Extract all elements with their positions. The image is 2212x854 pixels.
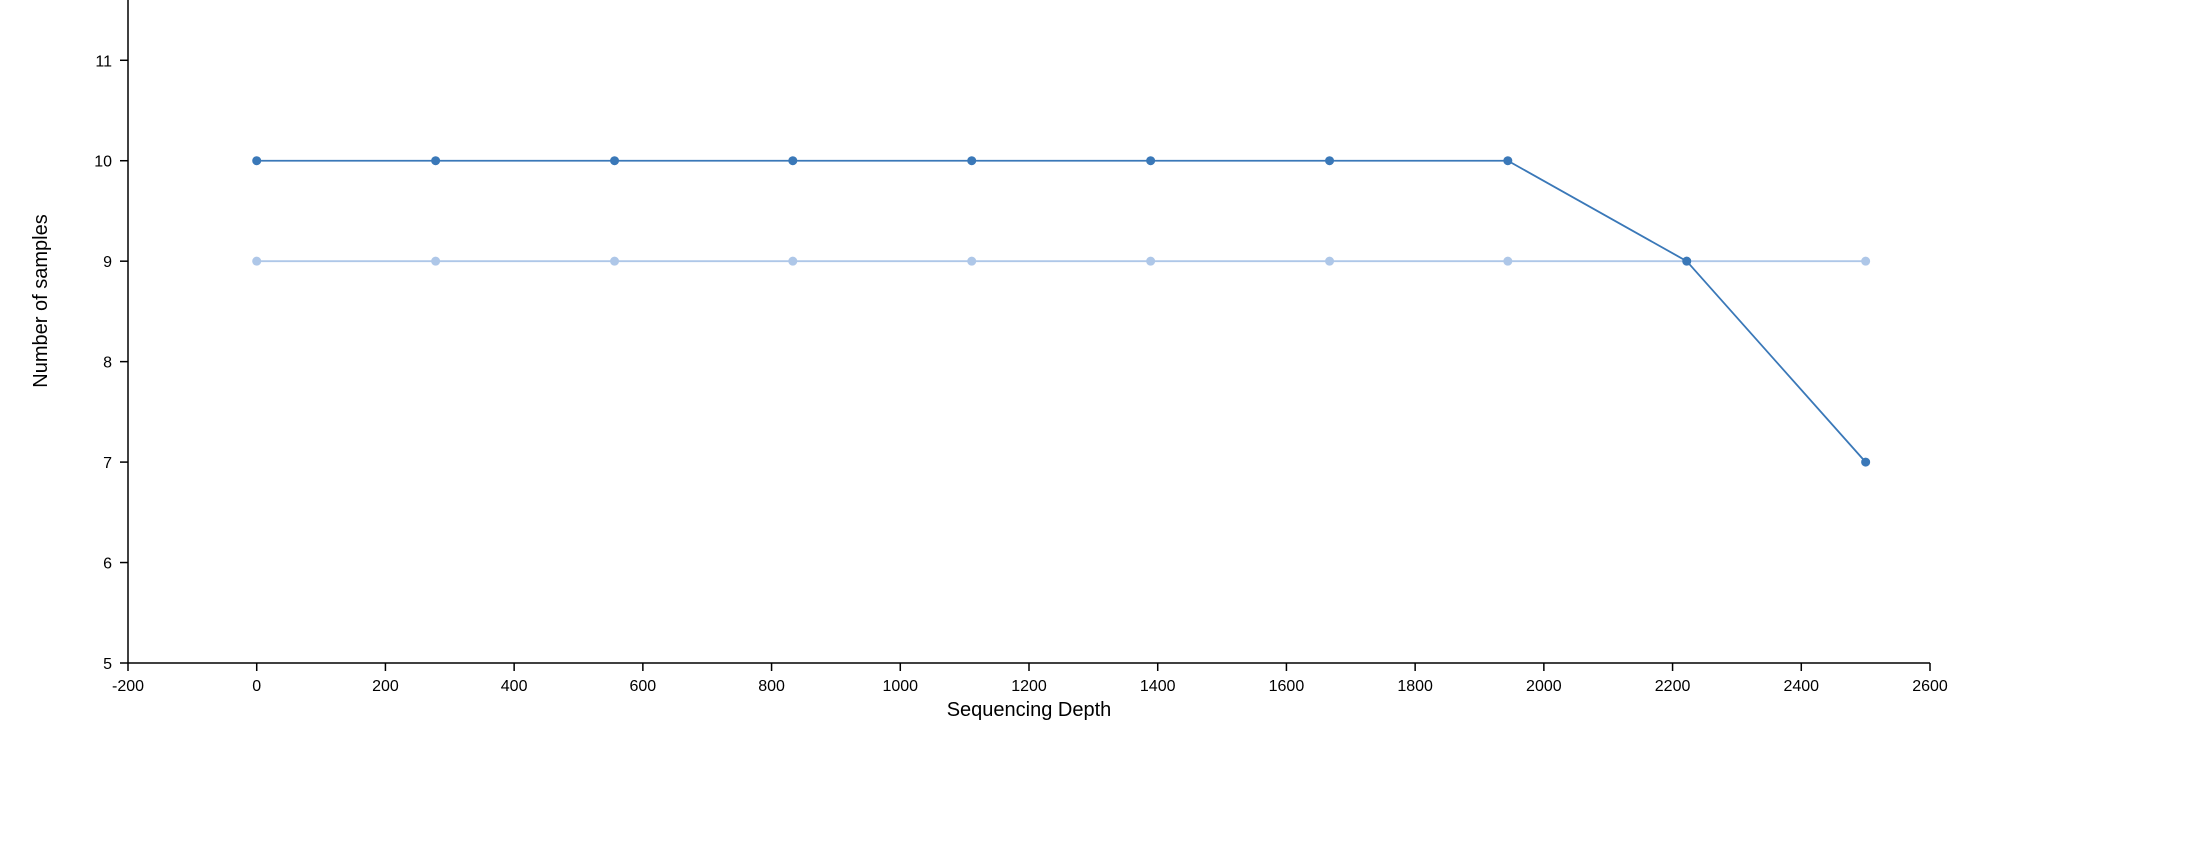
series-2-point bbox=[431, 256, 441, 266]
series-1-point bbox=[1682, 256, 1692, 266]
x-tick-label: 1800 bbox=[1397, 678, 1433, 695]
x-axis-title: Sequencing Depth bbox=[947, 699, 1112, 721]
series-1-point bbox=[610, 156, 620, 166]
series-1-point bbox=[1503, 156, 1513, 166]
series-2 bbox=[252, 256, 1871, 266]
y-tick-label: 6 bbox=[103, 556, 112, 573]
x-tick-label: 400 bbox=[501, 678, 528, 695]
series-1 bbox=[252, 156, 1871, 467]
series-2-point bbox=[1325, 256, 1335, 266]
x-tick-label: 1600 bbox=[1269, 678, 1305, 695]
x-tick-label: 600 bbox=[630, 678, 657, 695]
x-tick-label: 0 bbox=[252, 678, 261, 695]
y-tick-label: 9 bbox=[103, 254, 112, 271]
y-axis-title: Number of samples bbox=[30, 214, 52, 387]
y-ticks: 5 6 7 8 9 10 11 bbox=[94, 53, 128, 673]
x-tick-label: 1200 bbox=[1011, 678, 1047, 695]
x-tick-label: 1000 bbox=[882, 678, 918, 695]
x-tick-label: 2000 bbox=[1526, 678, 1562, 695]
y-tick-label: 10 bbox=[94, 154, 112, 171]
series-1-point bbox=[431, 156, 441, 166]
series-2-point bbox=[967, 256, 977, 266]
series-2-point bbox=[1861, 256, 1871, 266]
series-1-line bbox=[256, 159, 1867, 463]
x-tick-label: 2600 bbox=[1912, 678, 1948, 695]
series-2-point bbox=[610, 256, 620, 266]
x-tick-label: 2400 bbox=[1783, 678, 1819, 695]
series-2-point bbox=[252, 256, 262, 266]
x-tick-label: 2200 bbox=[1655, 678, 1691, 695]
x-tick-label: 1400 bbox=[1140, 678, 1176, 695]
series-1-point bbox=[252, 156, 262, 166]
series-2-point bbox=[788, 256, 798, 266]
series-2-point bbox=[1146, 256, 1156, 266]
series-1-point bbox=[1146, 156, 1156, 166]
series-1-point bbox=[967, 156, 977, 166]
series-2-point bbox=[1503, 256, 1513, 266]
y-tick-label: 7 bbox=[103, 455, 112, 472]
y-tick-label: 8 bbox=[103, 355, 112, 372]
x-ticks: -200 0 200 400 600 800 1000 1200 1400 1600 1800 200… bbox=[112, 663, 1948, 695]
series-1-point bbox=[788, 156, 798, 166]
y-tick-label: 11 bbox=[95, 53, 112, 70]
x-tick-label: 200 bbox=[372, 678, 399, 695]
y-tick-label: 5 bbox=[103, 656, 112, 673]
x-axis: -200 0 200 400 600 800 1000 1200 1400 1600 1800 200… bbox=[112, 662, 1948, 721]
series-1-point bbox=[1861, 457, 1871, 467]
x-tick-label: 800 bbox=[758, 678, 785, 695]
series-1-point bbox=[1325, 156, 1335, 166]
y-axis: 5 6 7 8 9 10 11 Number of samples bbox=[30, 0, 129, 673]
series-layer bbox=[252, 156, 1871, 467]
x-tick-label: -200 bbox=[112, 678, 144, 695]
